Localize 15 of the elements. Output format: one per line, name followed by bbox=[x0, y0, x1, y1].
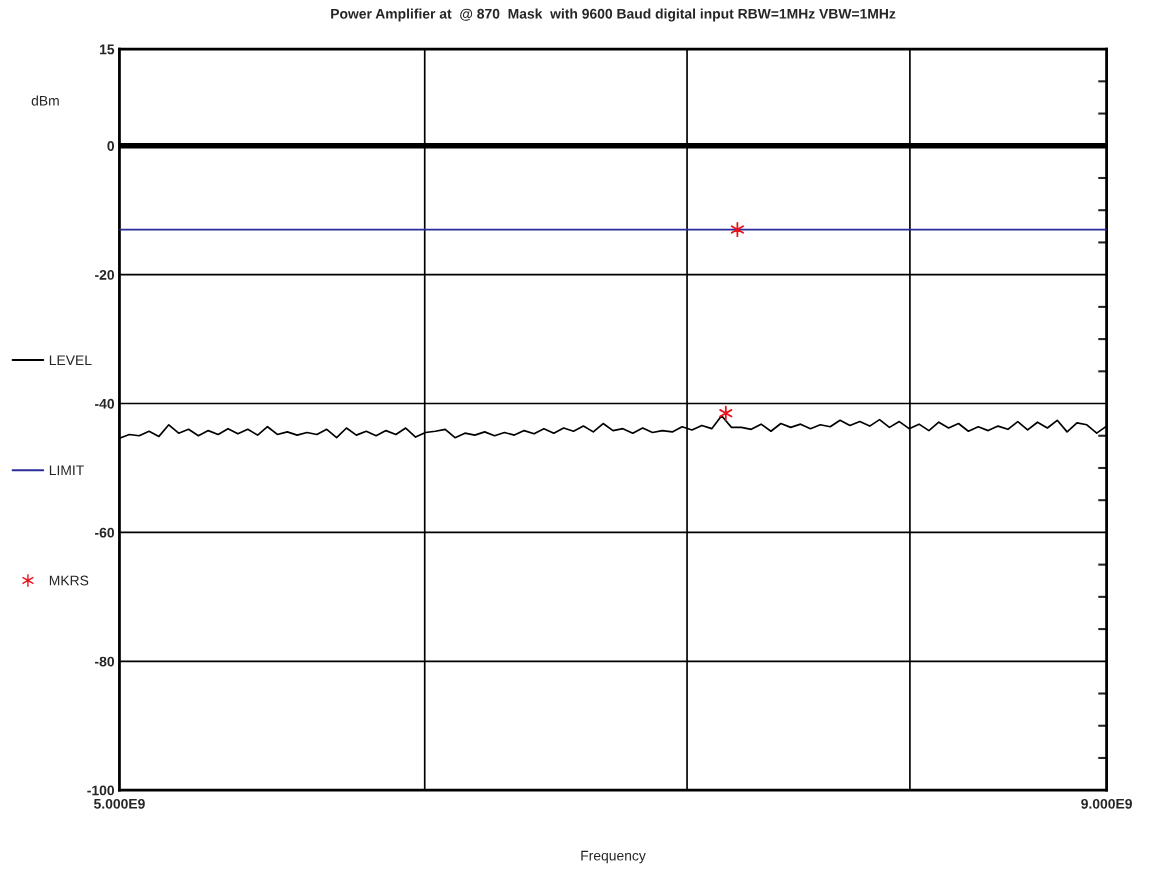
y-axis-title: dBm bbox=[31, 95, 59, 106]
y-tick-label: -60 bbox=[95, 527, 115, 538]
x-tick-label: 5.000E9 bbox=[94, 798, 145, 809]
y-tick-label: 0 bbox=[107, 141, 115, 151]
chart-title: Power Amplifier at @ 870 Mask with 9600 Baud digital input RBW=1MHz VBW=1MHz bbox=[331, 8, 896, 22]
x-axis-title: Frequency bbox=[581, 850, 646, 864]
y-tick-label: 15 bbox=[100, 44, 115, 55]
x-tick-label: 9.000E9 bbox=[1081, 798, 1132, 809]
legend-label: LIMIT bbox=[49, 465, 84, 476]
y-tick-label: -100 bbox=[87, 785, 115, 796]
legend-label: LEVEL bbox=[49, 355, 92, 365]
y-tick-label: -40 bbox=[95, 398, 115, 409]
y-tick-label: -20 bbox=[95, 269, 115, 280]
legend-label: MKRS bbox=[49, 575, 89, 586]
y-tick-label: -80 bbox=[95, 656, 115, 667]
